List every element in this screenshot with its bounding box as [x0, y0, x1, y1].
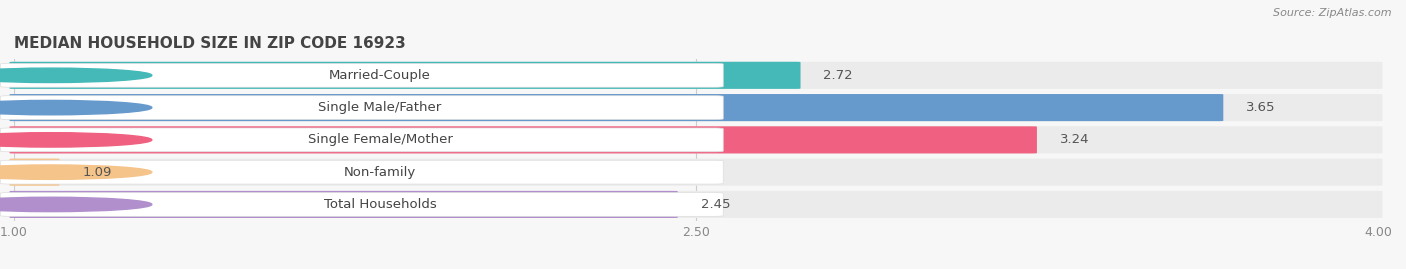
Text: 3.24: 3.24	[1060, 133, 1090, 146]
Text: Non-family: Non-family	[344, 166, 416, 179]
FancyBboxPatch shape	[10, 126, 1038, 153]
FancyBboxPatch shape	[10, 62, 1382, 89]
FancyBboxPatch shape	[10, 94, 1223, 121]
Circle shape	[0, 197, 152, 212]
Circle shape	[0, 165, 152, 179]
Text: 2.45: 2.45	[700, 198, 730, 211]
FancyBboxPatch shape	[10, 159, 59, 186]
FancyBboxPatch shape	[0, 193, 723, 216]
FancyBboxPatch shape	[10, 126, 1382, 153]
Text: 3.65: 3.65	[1246, 101, 1275, 114]
FancyBboxPatch shape	[10, 62, 800, 89]
Text: Total Households: Total Households	[323, 198, 436, 211]
FancyBboxPatch shape	[10, 191, 678, 218]
FancyBboxPatch shape	[0, 96, 723, 119]
FancyBboxPatch shape	[0, 160, 723, 184]
Text: Married-Couple: Married-Couple	[329, 69, 432, 82]
Circle shape	[0, 100, 152, 115]
Text: Source: ZipAtlas.com: Source: ZipAtlas.com	[1274, 8, 1392, 18]
Circle shape	[0, 133, 152, 147]
FancyBboxPatch shape	[0, 128, 723, 152]
FancyBboxPatch shape	[10, 159, 1382, 186]
Text: Single Female/Mother: Single Female/Mother	[308, 133, 453, 146]
FancyBboxPatch shape	[10, 94, 1382, 121]
Text: Single Male/Father: Single Male/Father	[318, 101, 441, 114]
Text: 1.09: 1.09	[83, 166, 111, 179]
FancyBboxPatch shape	[10, 191, 1382, 218]
Circle shape	[0, 68, 152, 83]
Text: 2.72: 2.72	[824, 69, 853, 82]
FancyBboxPatch shape	[0, 63, 723, 87]
Text: MEDIAN HOUSEHOLD SIZE IN ZIP CODE 16923: MEDIAN HOUSEHOLD SIZE IN ZIP CODE 16923	[14, 36, 406, 51]
